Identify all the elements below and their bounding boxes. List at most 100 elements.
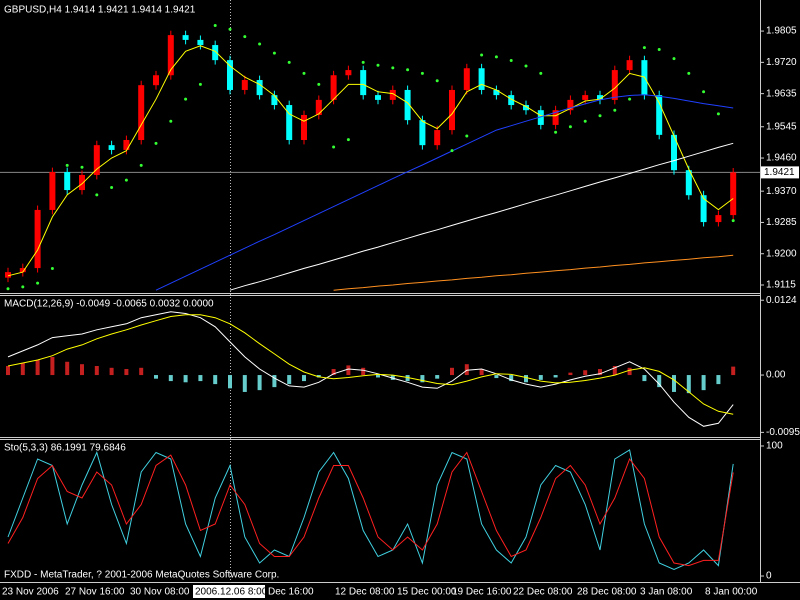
sar-dot <box>80 165 84 169</box>
footer-text: FXDD - MetaTrader, ? 2001-2006 MetaQuote… <box>4 570 279 581</box>
x-tick-label: 22 Dec 08:00 <box>513 587 573 598</box>
candle-body <box>582 95 589 100</box>
sar-dot <box>317 82 321 86</box>
histogram-bar <box>331 369 336 376</box>
candle-body <box>493 89 500 96</box>
sar-dot <box>50 266 54 270</box>
sar-dot <box>539 71 543 75</box>
candle-body <box>419 120 426 146</box>
panel-title: MACD(12,26,9) -0.0049 -0.0065 0.0032 0.0… <box>4 299 214 310</box>
histogram-bar <box>6 366 10 376</box>
candle-body <box>5 272 11 278</box>
sar-dot <box>391 66 395 70</box>
sar-dot <box>6 287 10 291</box>
candle-body <box>256 80 263 96</box>
sar-dot <box>657 47 661 51</box>
candle-body <box>375 95 381 100</box>
y-tick-label: 1.9115 <box>766 280 796 291</box>
candle-body <box>715 215 722 223</box>
candle-body <box>478 68 485 90</box>
candle-body <box>153 75 159 86</box>
sar-dot <box>184 97 188 101</box>
x-tick-label: 12 Dec 08:00 <box>335 587 395 598</box>
y-tick-label: -0.0095 <box>766 427 800 438</box>
sar-dot <box>95 193 99 197</box>
price-label-box <box>761 166 799 179</box>
sar-dot <box>568 125 572 129</box>
sar-dot <box>672 57 676 61</box>
sar-dot <box>110 185 114 189</box>
y-tick-label: 1.9285 <box>766 217 797 228</box>
candle-body <box>301 114 307 141</box>
sar-dot <box>287 60 291 64</box>
histogram-bar <box>657 375 662 388</box>
sar-dot <box>213 24 217 28</box>
sar-dot <box>272 51 276 55</box>
histogram-bar <box>80 364 84 376</box>
sar-dot <box>228 27 232 31</box>
histogram-bar <box>420 375 425 383</box>
histogram-bar <box>361 367 366 376</box>
histogram-bar <box>390 375 395 380</box>
sar-dot <box>450 149 454 153</box>
y-tick-label: 1.9635 <box>766 88 797 99</box>
x-tick-label: 3 Jan 08:00 <box>640 587 693 598</box>
candle-body <box>611 70 618 100</box>
panel-title: Sto(5,3,3) 86.1991 79.6846 <box>4 443 126 454</box>
histogram-bar <box>686 375 691 394</box>
y-tick-label: 1.9805 <box>766 26 797 37</box>
histogram-bar <box>568 372 573 376</box>
sar-dot <box>420 71 424 75</box>
sar-dot <box>302 71 306 75</box>
candle-body <box>449 89 455 131</box>
indicator-line <box>7 314 734 415</box>
sar-dot <box>36 281 40 285</box>
histogram-bar <box>672 375 676 392</box>
histogram-bar <box>198 375 203 382</box>
sar-dot <box>554 130 558 134</box>
sar-dot <box>494 55 498 59</box>
histogram-bar <box>731 366 736 376</box>
sar-dot <box>406 68 410 72</box>
histogram-bar <box>94 366 99 376</box>
indicator-line <box>7 311 734 427</box>
histogram-bar <box>435 375 440 379</box>
histogram-bar <box>464 364 469 376</box>
histogram-bar <box>583 370 588 376</box>
histogram-bar <box>405 375 410 382</box>
candle-body <box>389 89 396 100</box>
histogram-bar <box>154 375 158 379</box>
crosshair-label: 2006.12.06 8:00 <box>195 587 268 598</box>
candle-body <box>79 174 85 191</box>
x-tick-label: 15 Dec 00:00 <box>397 587 457 598</box>
sar-dot <box>687 71 691 75</box>
sar-dot <box>613 108 617 112</box>
histogram-bar <box>701 375 706 391</box>
sar-dot <box>465 134 469 138</box>
sar-dot <box>332 145 336 149</box>
histogram-bar <box>213 375 218 385</box>
sar-dot <box>583 119 587 123</box>
y-tick-label: 1.9370 <box>766 186 797 197</box>
histogram-bar <box>598 369 602 376</box>
candle-body <box>552 110 559 125</box>
candle-body <box>34 209 41 269</box>
candle-body <box>49 172 56 210</box>
candle-body <box>626 60 633 71</box>
sar-dot <box>361 60 365 64</box>
sar-dot <box>124 178 128 182</box>
indicator-line <box>7 45 734 277</box>
sar-dot <box>598 114 602 118</box>
candle-body <box>286 105 293 141</box>
histogram-bar <box>168 375 173 382</box>
histogram-bar <box>524 375 528 383</box>
y-tick-label: 0.00 <box>766 370 786 381</box>
y-tick-label: 0 <box>766 571 772 582</box>
histogram-bar <box>228 375 232 389</box>
histogram-bar <box>287 375 292 385</box>
candle-body <box>197 39 204 46</box>
sar-dot <box>628 97 632 101</box>
sar-dot <box>154 141 158 145</box>
indicator-line <box>155 94 734 291</box>
